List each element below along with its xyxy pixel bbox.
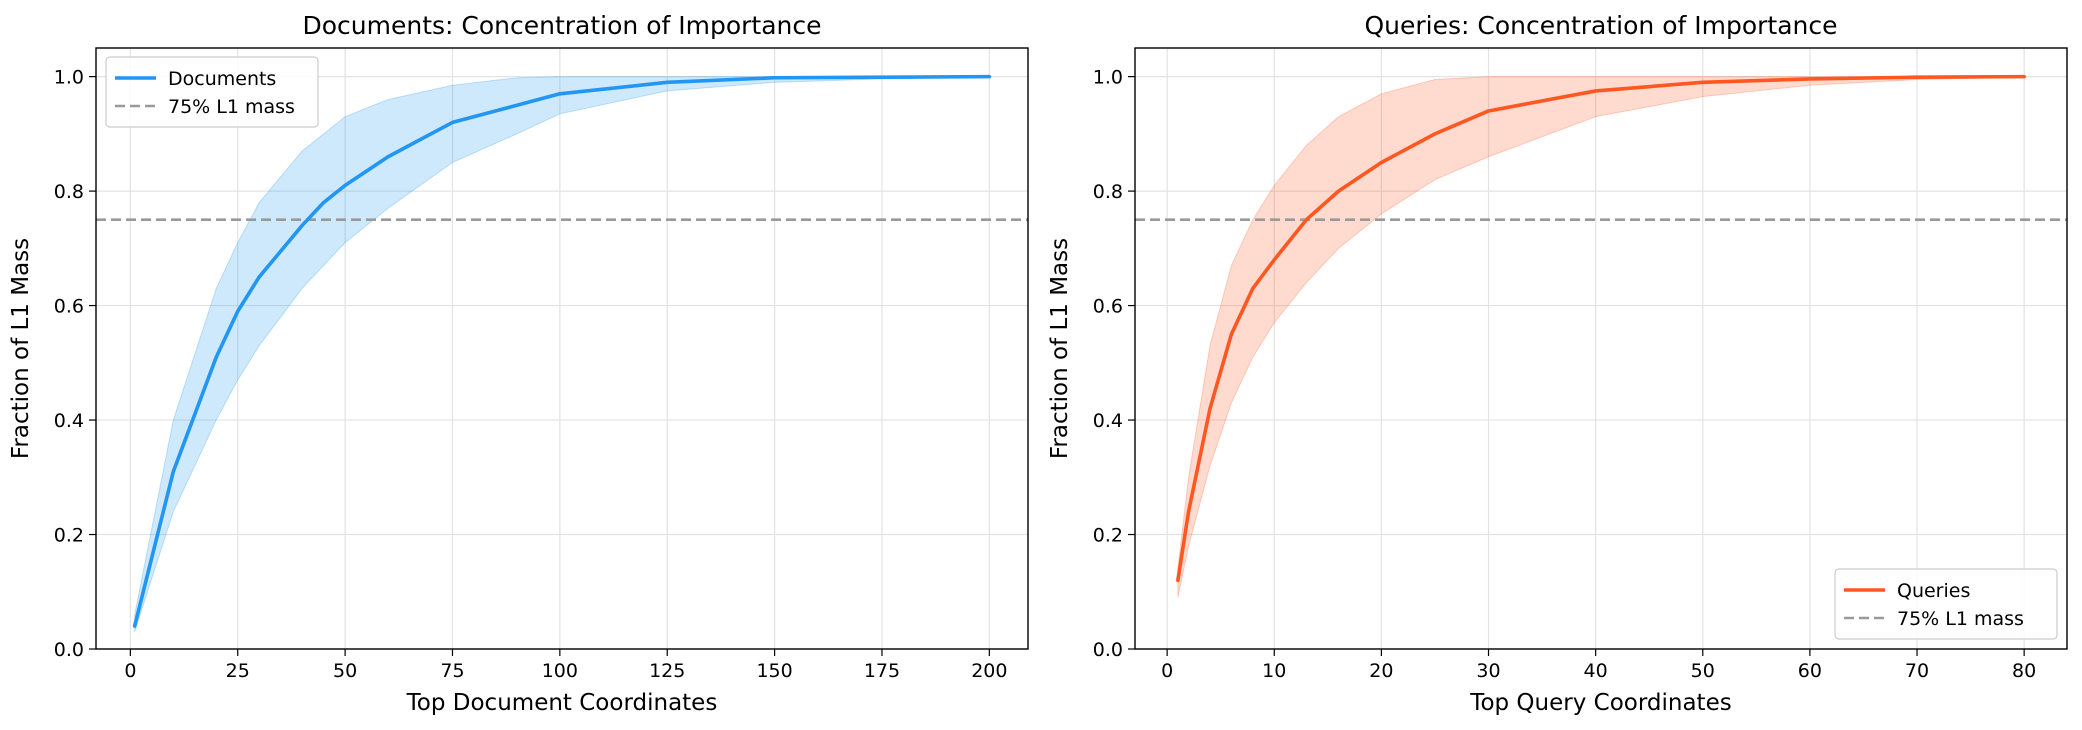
x-tick-label: 100 — [542, 660, 578, 682]
legend-label-series: Queries — [1897, 580, 1970, 602]
y-tick-label: 0.8 — [1093, 181, 1123, 203]
y-tick-label: 0.2 — [54, 525, 84, 547]
y-axis-label: Fraction of L1 Mass — [1047, 238, 1073, 459]
x-tick-label: 80 — [2012, 660, 2036, 682]
chart-panel-2: 0 10 20 30 40 50 60 70 80 0.0 0.2 0.4 0.6 0.8 1.0 Queri… — [1047, 11, 2068, 716]
y-tick-label: 0.6 — [54, 296, 84, 318]
y-tick-label: 0.8 — [54, 181, 84, 203]
legend-label-reference: 75% L1 mass — [1897, 608, 2024, 630]
y-tick-label: 0.6 — [1093, 296, 1123, 318]
x-tick-label: 150 — [756, 660, 792, 682]
y-tick-label: 0.0 — [54, 639, 84, 661]
legend-box — [1834, 568, 2058, 640]
x-tick-label: 10 — [1262, 660, 1286, 682]
chart-panel-1: 0 25 50 75 100 125 150 175 200 0.0 0.2 0.4 0.6 0.8 1.0… — [8, 11, 1029, 716]
x-tick-label: 60 — [1798, 660, 1822, 682]
x-tick-label: 175 — [864, 660, 900, 682]
x-tick-label: 30 — [1476, 660, 1500, 682]
x-axis-label: Top Document Coordinates — [406, 690, 718, 716]
chart-title: Documents: Concentration of Importance — [302, 11, 821, 40]
y-tick-label: 0.0 — [1093, 639, 1123, 661]
y-tick-label: 1.0 — [1093, 67, 1123, 89]
legend-box — [105, 56, 319, 128]
series-line — [1176, 74, 2026, 583]
x-tick-label: 25 — [226, 660, 250, 682]
y-axis-label: Fraction of L1 Mass — [8, 238, 34, 459]
chart-title: Queries: Concentration of Importance — [1364, 11, 1837, 40]
y-tick-label: 0.2 — [1093, 525, 1123, 547]
x-tick-label: 20 — [1369, 660, 1393, 682]
x-tick-label: 200 — [971, 660, 1007, 682]
legend-label-reference: 75% L1 mass — [168, 96, 295, 118]
legend: Queries 75% L1 mass — [1834, 568, 2058, 640]
plot-frame — [1134, 47, 2068, 650]
x-tick-label: 0 — [1161, 660, 1173, 682]
legend-label-series: Documents — [168, 68, 276, 90]
legend: Documents 75% L1 mass — [105, 56, 319, 128]
series-band — [1177, 76, 2025, 598]
y-tick-label: 0.4 — [1093, 410, 1123, 432]
y-tick-label: 0.4 — [54, 410, 84, 432]
series-band — [134, 76, 990, 632]
x-tick-label: 50 — [1691, 660, 1715, 682]
x-tick-label: 70 — [1905, 660, 1929, 682]
y-tick-label: 1.0 — [54, 67, 84, 89]
x-tick-label: 125 — [649, 660, 685, 682]
series-line — [132, 74, 992, 628]
x-tick-label: 75 — [440, 660, 464, 682]
x-tick-label: 0 — [124, 660, 136, 682]
x-axis-label: Top Query Coordinates — [1469, 690, 1731, 716]
x-tick-label: 40 — [1584, 660, 1608, 682]
x-tick-label: 50 — [333, 660, 357, 682]
plot-frame — [95, 47, 1029, 650]
